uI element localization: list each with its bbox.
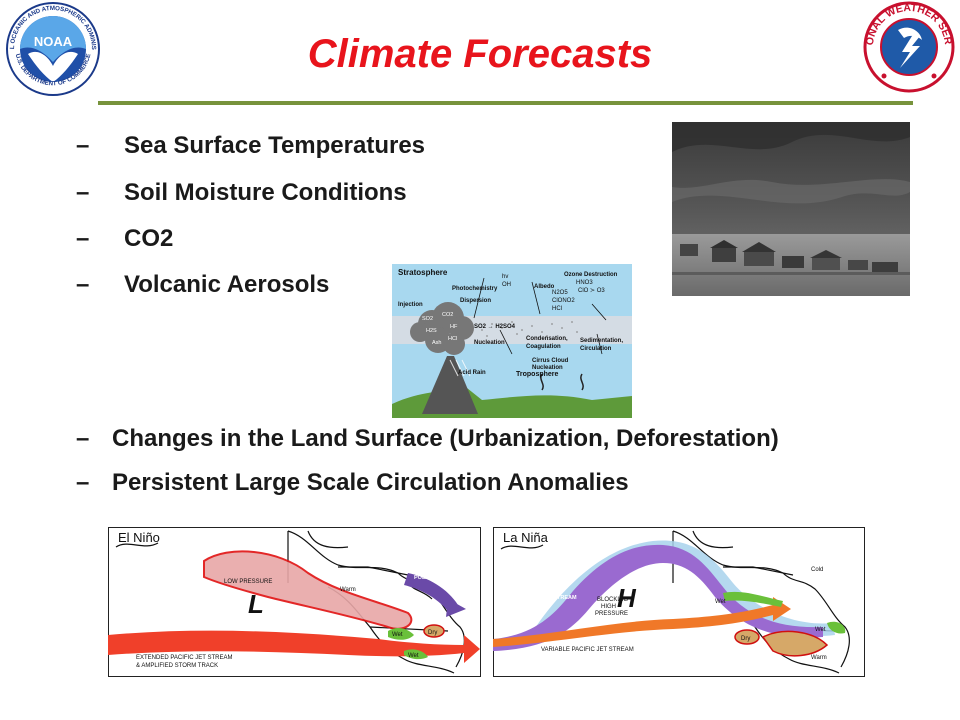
photochemistry-label: Photochemistry (452, 286, 498, 292)
el-nino-polar-jet-label: POLAR JET STREAM (414, 575, 470, 581)
dust-storm-photo-graphic (672, 122, 910, 296)
volcanic-aerosol-diagram-graphic: Stratosphere Troposphere Injection Photo… (392, 264, 632, 418)
bullet-dash: – (76, 225, 90, 252)
la-nina-map-graphic: La Niña POLAR JET STREAM H BLOCKING HIGH… (493, 527, 865, 677)
troposphere-label: Troposphere (516, 371, 559, 378)
volcanic-aerosol-diagram: Stratosphere Troposphere Injection Photo… (392, 264, 632, 418)
el-nino-wet-label: Wet (392, 632, 403, 638)
bullet-dash: – (76, 132, 90, 159)
la-nina-high-symbol: H (617, 583, 637, 613)
el-nino-low-pressure-label: LOW PRESSURE (224, 579, 272, 585)
nucleation-label: Nucleation (474, 340, 505, 346)
hcl-label: HCl (552, 306, 562, 312)
bullet-dash: – (76, 179, 90, 206)
circulation-label: Circulation (580, 346, 612, 352)
injection-label: Injection (398, 302, 423, 308)
acid-rain-label: Acid Rain (458, 370, 486, 376)
noaa-logo: NOAA NATIONAL OCEANIC AND ATMOSPHERIC AD… (2, 0, 102, 98)
el-nino-map-graphic: El Niño LOW PRESSURE L Warm POLAR JET ST… (108, 527, 481, 677)
h2s-plume-label: H2S (426, 328, 437, 334)
nws-logo: NATIONAL WEATHER SERVICE (858, 0, 956, 94)
la-nina-polar-jet-label: POLAR JET STREAM (521, 595, 577, 601)
la-nina-blocking-label-2: HIGH (601, 604, 616, 610)
ash-plume-label: Ash (432, 340, 441, 346)
coagulation-label: Coagulation (526, 344, 561, 350)
bullet-text: Soil Moisture Conditions (124, 179, 407, 206)
la-nina-title: La Niña (503, 530, 549, 545)
title-divider (98, 101, 913, 105)
stratosphere-label: Stratosphere (398, 268, 448, 277)
el-nino-low-symbol: L (248, 589, 264, 619)
clo-o3-label: ClO ≻ O3 (578, 288, 605, 294)
co2-plume-label: CO2 (442, 312, 453, 318)
dispersion-label: Dispersion (460, 298, 491, 304)
bullet-dash: – (76, 425, 90, 452)
oh-label: OH (502, 282, 511, 288)
bullet-dash: – (76, 271, 90, 298)
bullet-text: Persistent Large Scale Circulation Anoma… (112, 469, 629, 496)
la-nina-cold-label: Cold (811, 567, 823, 573)
so2-plume-label: SO2 (422, 316, 433, 322)
cirrus-nucleation-label: Nucleation (532, 365, 563, 371)
el-nino-map: El Niño LOW PRESSURE L Warm POLAR JET ST… (108, 527, 481, 677)
hcl-plume-label: HCl (448, 336, 457, 342)
dust-storm-photo (672, 122, 910, 296)
la-nina-map: La Niña POLAR JET STREAM H BLOCKING HIGH… (493, 527, 865, 677)
hv-label: hv (502, 274, 508, 280)
sedimentation-label: Sedimentation, (580, 338, 623, 344)
so2-h2so4-label: SO2 → H2SO4 (474, 324, 516, 330)
noaa-center-text: NOAA (34, 34, 73, 49)
bullet-text: Volcanic Aerosols (124, 271, 330, 298)
n2o5-label: N2O5 (552, 290, 568, 296)
page-title: Climate Forecasts (307, 32, 653, 76)
la-nina-wet2-label: Wet (815, 627, 826, 633)
condensation-label: Condensation, (526, 336, 568, 342)
bullet-text: Changes in the Land Surface (Urbanizatio… (112, 425, 779, 452)
la-nina-blocking-label-1: BLOCKING (597, 597, 628, 603)
hno3-label: HNO3 (576, 280, 593, 286)
bullet-text: Sea Surface Temperatures (124, 132, 426, 159)
la-nina-warm-label: Warm (811, 655, 827, 661)
bullet-dash: – (76, 469, 90, 496)
noaa-logo-graphic: NOAA NATIONAL OCEANIC AND ATMOSPHERIC AD… (2, 0, 100, 96)
albedo-label: Albedo (534, 284, 555, 290)
el-nino-title: El Niño (118, 530, 160, 545)
el-nino-wet2-label: Wet (408, 653, 419, 659)
ozone-destruction-label: Ozone Destruction (564, 272, 618, 278)
hf-plume-label: HF (450, 324, 458, 330)
cirrus-cloud-label: Cirrus Cloud (532, 358, 569, 364)
la-nina-jet-label: VARIABLE PACIFIC JET STREAM (541, 647, 634, 653)
la-nina-wet-label: Wet (715, 599, 726, 605)
el-nino-dry-label: Dry (428, 630, 437, 636)
el-nino-jet-label-1: EXTENDED PACIFIC JET STREAM (136, 655, 232, 661)
la-nina-blocking-label-3: PRESSURE (595, 611, 628, 617)
el-nino-warm-label: Warm (340, 587, 356, 593)
el-nino-jet-label-2: & AMPLIFIED STORM TRACK (136, 663, 218, 669)
clono2-label: ClONO2 (552, 298, 575, 304)
la-nina-dry-label: Dry (741, 636, 750, 642)
bullet-text: CO2 (124, 225, 174, 252)
nws-logo-graphic: NATIONAL WEATHER SERVICE (858, 0, 955, 93)
